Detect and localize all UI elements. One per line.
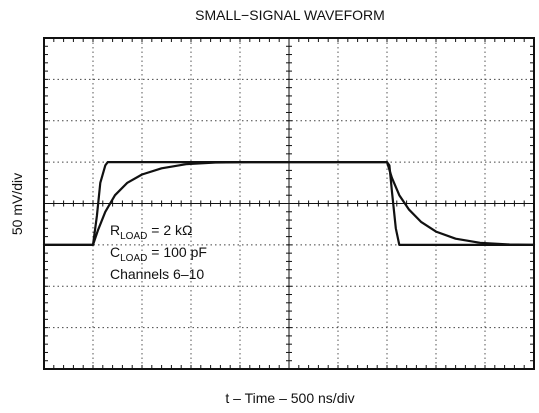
annotation-channels: Channels 6–10 [110, 266, 204, 282]
plot-frame [43, 37, 535, 370]
waveform-traces [42, 161, 536, 246]
chart-title: SMALL−SIGNAL WAVEFORM [195, 7, 385, 23]
annotation-cload: CLOAD = 100 pF [110, 244, 207, 264]
x-axis-label: t – Time – 500 ns/div [225, 390, 354, 406]
plot-area [42, 37, 536, 370]
y-axis-label: 50 mV/div [9, 173, 25, 235]
output-trace [42, 161, 536, 246]
annotation-rload: RLOAD = 2 kΩ [110, 222, 192, 242]
load-annotation: RLOAD = 2 kΩ CLOAD = 100 pF Channels 6–1… [110, 222, 207, 282]
center-axes [43, 37, 535, 370]
